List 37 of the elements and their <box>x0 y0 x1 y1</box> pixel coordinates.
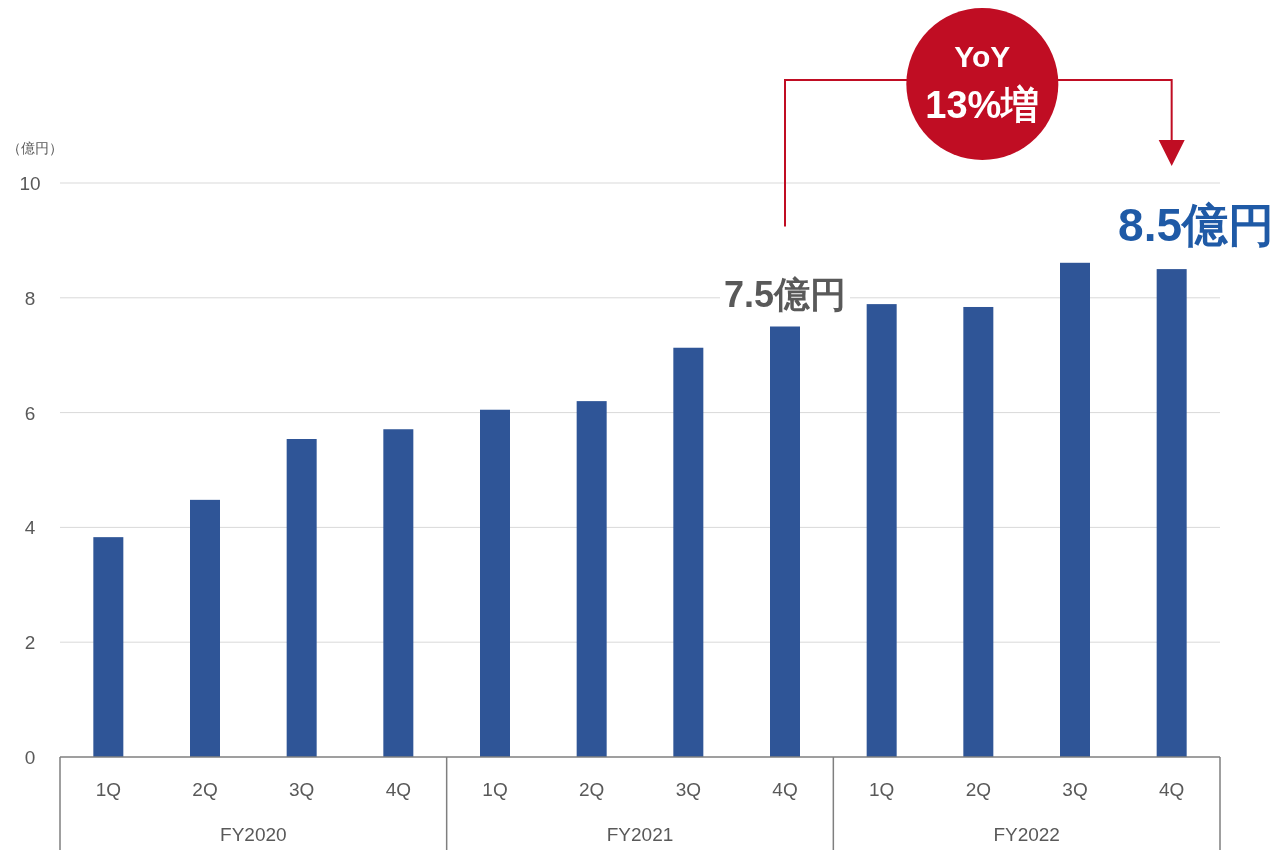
x-tick-label: 2Q <box>965 779 992 800</box>
x-tick-label: 3Q <box>675 779 702 800</box>
y-tick-label: 0 <box>24 747 36 768</box>
bar <box>770 326 800 757</box>
bar <box>576 401 607 757</box>
x-tick-label: 1Q <box>95 779 122 800</box>
y-tick-label: 6 <box>24 402 36 424</box>
bar <box>1156 269 1187 757</box>
y-tick-label: 10 <box>19 173 41 194</box>
x-tick-label: 4Q <box>385 779 412 800</box>
y-tick-label: 2 <box>24 632 36 654</box>
bar <box>286 439 317 757</box>
text: FY2022 <box>993 824 1060 845</box>
bar <box>963 306 994 757</box>
y-tick-label: 8 <box>24 287 36 309</box>
y-axis-title: （億円） <box>7 140 63 156</box>
bar <box>866 304 897 757</box>
x-tick-label: 3Q <box>1062 779 1088 800</box>
data-label: 7.5億円 <box>723 273 847 315</box>
bar <box>383 429 414 757</box>
x-tick-label: 2Q <box>192 779 218 800</box>
x-tick-label: 2Q <box>578 779 605 800</box>
text: FY2021 <box>606 824 674 845</box>
x-tick-label: 3Q <box>288 779 315 800</box>
bar <box>1060 262 1090 757</box>
x-tick-label: 1Q <box>482 779 508 800</box>
text: YoY 13%増 <box>925 40 1040 126</box>
x-tick-label: 4Q <box>772 779 798 800</box>
bar <box>190 499 220 757</box>
bar <box>480 409 510 757</box>
x-tick-label: 1Q <box>868 779 895 800</box>
bar <box>673 347 704 757</box>
data-label: 8.5億円 <box>1118 199 1274 252</box>
y-tick-label: 4 <box>24 517 36 539</box>
text: FY2020 <box>220 824 287 845</box>
bar <box>93 537 124 757</box>
x-tick-label: 4Q <box>1158 779 1185 800</box>
